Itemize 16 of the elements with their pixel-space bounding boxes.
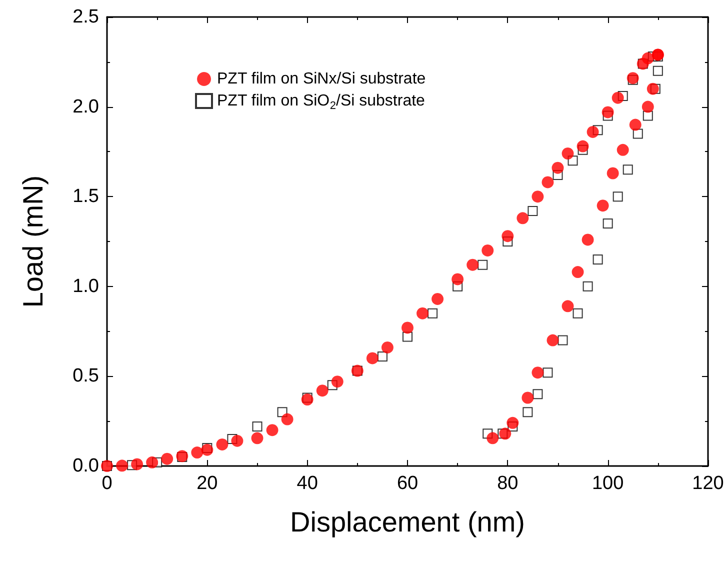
y-tick-label: 1.5 bbox=[72, 186, 99, 208]
legend-label: PZT film on SiNx/Si substrate bbox=[217, 70, 426, 88]
x-axis-title: Displacement (nm) bbox=[290, 506, 525, 538]
x-tick-label: 40 bbox=[296, 473, 318, 494]
x-tick-label: 20 bbox=[196, 473, 218, 494]
x-tick-label: 100 bbox=[592, 473, 624, 494]
y-tick-label: 2.0 bbox=[72, 96, 99, 118]
y-tick-label: 0.5 bbox=[72, 366, 99, 387]
y-tick-label: 0.0 bbox=[72, 456, 99, 476]
x-tick-label: 60 bbox=[396, 473, 418, 494]
y-axis-title: Load (mN) bbox=[18, 175, 48, 308]
x-tick-label: 80 bbox=[497, 473, 518, 494]
x-tick-label: 0 bbox=[102, 473, 112, 494]
x-tick-label: 120 bbox=[692, 473, 724, 494]
y-tick-label: 1.0 bbox=[72, 276, 99, 297]
y-tick-label: 2.5 bbox=[72, 6, 99, 28]
